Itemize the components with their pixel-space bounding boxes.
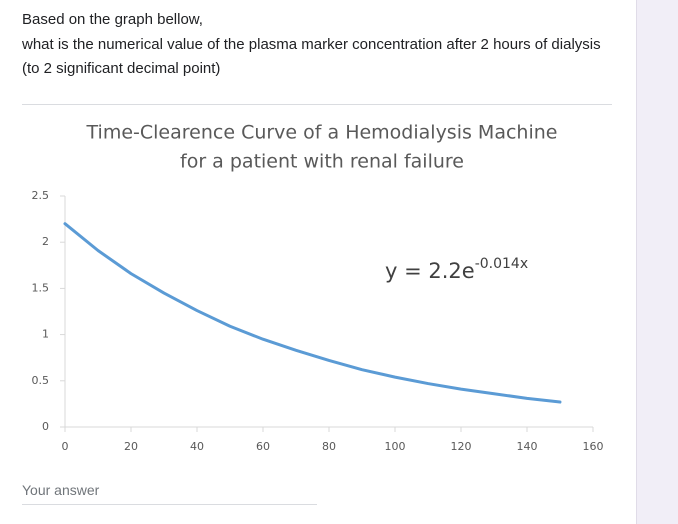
answer-underline[interactable] (22, 504, 317, 505)
x-tick-label: 60 (256, 440, 270, 453)
chart-title: for a patient with renal failure (180, 151, 464, 173)
y-tick-label: 0 (42, 420, 49, 433)
answer-placeholder[interactable]: Your answer (22, 482, 100, 498)
y-tick-label: 2 (42, 235, 49, 248)
equation-text: y = 2.2e (385, 259, 475, 283)
side-panel (636, 0, 678, 524)
x-tick-label: 120 (451, 440, 472, 453)
curve (63, 222, 562, 404)
question-line: Based on the graph bellow, (22, 11, 203, 28)
x-tick-label: 100 (385, 440, 406, 453)
y-tick-label: 1 (42, 328, 49, 341)
x-tick-label: 80 (322, 440, 336, 453)
chart-title: Time-Clearence Curve of a Hemodialysis M… (86, 122, 558, 144)
x-tick-label: 0 (62, 440, 69, 453)
x-tick-label: 140 (517, 440, 538, 453)
y-tick-label: 1.5 (32, 281, 50, 294)
x-tick-label: 20 (124, 440, 138, 453)
y-tick-label: 0.5 (32, 374, 50, 387)
x-tick-label: 40 (190, 440, 204, 453)
equation-exponent: -0.014x (475, 256, 528, 272)
equation: y = 2.2e-0.014x (385, 256, 528, 283)
question-line: what is the numerical value of the plasm… (22, 35, 601, 78)
question-text: Based on the graph bellow, what is the n… (22, 8, 602, 82)
divider (22, 104, 612, 105)
y-tick-label: 2.5 (32, 189, 50, 202)
x-tick-label: 160 (583, 440, 604, 453)
chart: Time-Clearence Curve of a Hemodialysis M… (32, 122, 604, 454)
